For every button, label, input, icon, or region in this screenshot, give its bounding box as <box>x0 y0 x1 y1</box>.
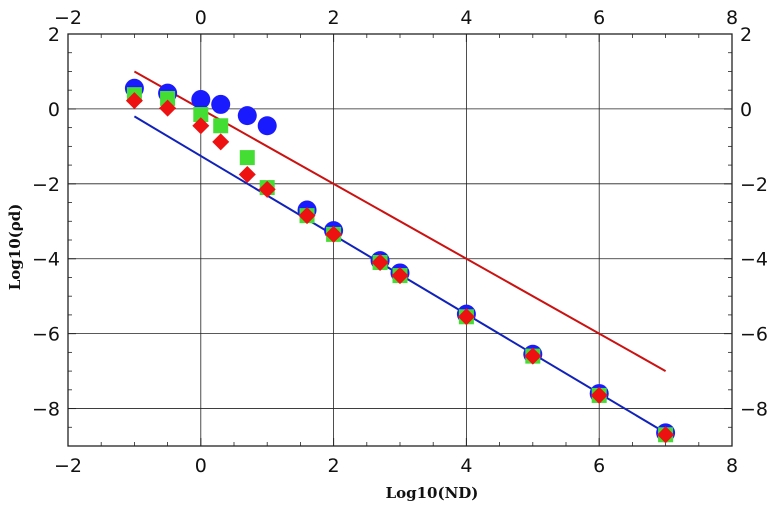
circle-point <box>211 94 231 114</box>
circle-point <box>191 90 211 110</box>
fit-line-1 <box>133 70 667 372</box>
square-point <box>193 107 209 123</box>
x-tick-label-bottom: 2 <box>328 455 340 477</box>
y-tick-label-right: −4 <box>740 249 768 271</box>
axis-ticks <box>67 33 733 447</box>
diamond-point <box>457 308 475 326</box>
y-tick-label-left: −6 <box>32 324 60 346</box>
square-point <box>160 90 176 106</box>
x-tick-label-top: 8 <box>726 7 738 29</box>
y-tick-label-right: −8 <box>740 399 768 421</box>
diamond-point <box>258 180 276 198</box>
x-tick-label-bottom: 6 <box>593 455 605 477</box>
diamond-point <box>391 267 409 285</box>
data-points <box>124 78 676 444</box>
x-tick-label-bottom: 0 <box>195 455 207 477</box>
y-tick-label-right: 2 <box>740 24 752 46</box>
diamond-point <box>192 117 210 135</box>
x-tick-label-top: 2 <box>328 7 340 29</box>
diamond-point <box>125 92 143 110</box>
x-tick-label-top: 0 <box>195 7 207 29</box>
diamond-point <box>524 347 542 365</box>
circle-point <box>237 106 257 126</box>
x-tick-label-top: 4 <box>460 7 472 29</box>
y-tick-label-right: 0 <box>740 99 752 121</box>
diamond-point <box>212 133 230 151</box>
diamond-point <box>325 225 343 243</box>
diamond-point <box>657 426 675 444</box>
y-tick-label-left: 2 <box>48 24 60 46</box>
x-tick-label-top: −2 <box>54 7 82 29</box>
x-axis-title: Log10(ND) <box>386 484 479 502</box>
x-tick-label-bottom: −2 <box>54 455 82 477</box>
x-tick-label-top: 6 <box>593 7 605 29</box>
diamond-point <box>371 253 389 271</box>
diamond-point <box>159 99 177 117</box>
y-tick-label-right: −2 <box>740 174 768 196</box>
y-tick-label-left: −2 <box>32 174 60 196</box>
tick-labels: −2 −2 0 0 2 2 4 4 6 6 8 8 −8 −8 −6 −6 −4 −4 −2 −2 0 0 2 2 <box>32 7 768 477</box>
circle-point <box>257 116 277 136</box>
y-tick-label-right: −6 <box>740 324 768 346</box>
square-point <box>239 150 255 166</box>
diamond-point <box>298 207 316 225</box>
diamond-point <box>590 386 608 404</box>
y-tick-label-left: −8 <box>32 399 60 421</box>
square-point <box>213 118 229 134</box>
y-tick-label-left: −4 <box>32 249 60 271</box>
diamond-point <box>238 165 256 183</box>
y-tick-label-left: 0 <box>48 99 60 121</box>
y-axis-title: Log10(ρd) <box>6 204 24 291</box>
x-tick-label-bottom: 4 <box>460 455 472 477</box>
x-tick-label-bottom: 8 <box>726 455 738 477</box>
